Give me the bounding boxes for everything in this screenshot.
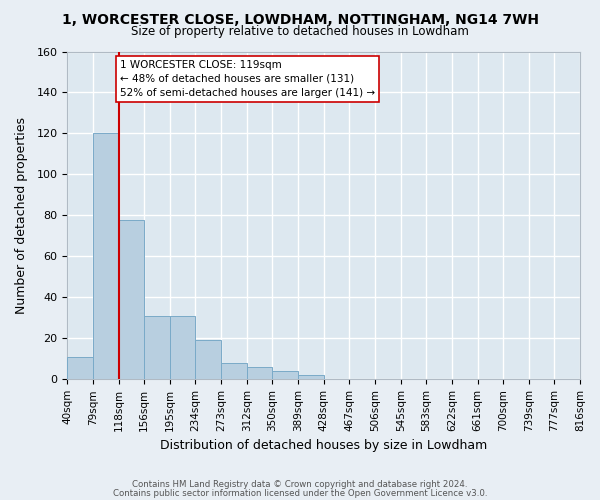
Bar (93, 134, 119, 380)
Text: Contains HM Land Registry data © Crown copyright and database right 2024.: Contains HM Land Registry data © Crown c… (132, 480, 468, 489)
Bar (272, 371, 298, 380)
Bar (144, 316, 170, 380)
Bar (247, 367, 272, 380)
Bar (67, 357, 93, 380)
Bar (170, 316, 196, 380)
Bar (221, 363, 247, 380)
Bar (298, 375, 323, 380)
Text: Size of property relative to detached houses in Lowdham: Size of property relative to detached ho… (131, 25, 469, 38)
Bar (119, 220, 144, 380)
Text: 1 WORCESTER CLOSE: 119sqm
← 48% of detached houses are smaller (131)
52% of semi: 1 WORCESTER CLOSE: 119sqm ← 48% of detac… (120, 60, 375, 98)
Bar (196, 340, 221, 380)
X-axis label: Distribution of detached houses by size in Lowdham: Distribution of detached houses by size … (160, 440, 487, 452)
Text: Contains public sector information licensed under the Open Government Licence v3: Contains public sector information licen… (113, 489, 487, 498)
Text: 1, WORCESTER CLOSE, LOWDHAM, NOTTINGHAM, NG14 7WH: 1, WORCESTER CLOSE, LOWDHAM, NOTTINGHAM,… (62, 12, 539, 26)
Y-axis label: Number of detached properties: Number of detached properties (15, 117, 28, 314)
